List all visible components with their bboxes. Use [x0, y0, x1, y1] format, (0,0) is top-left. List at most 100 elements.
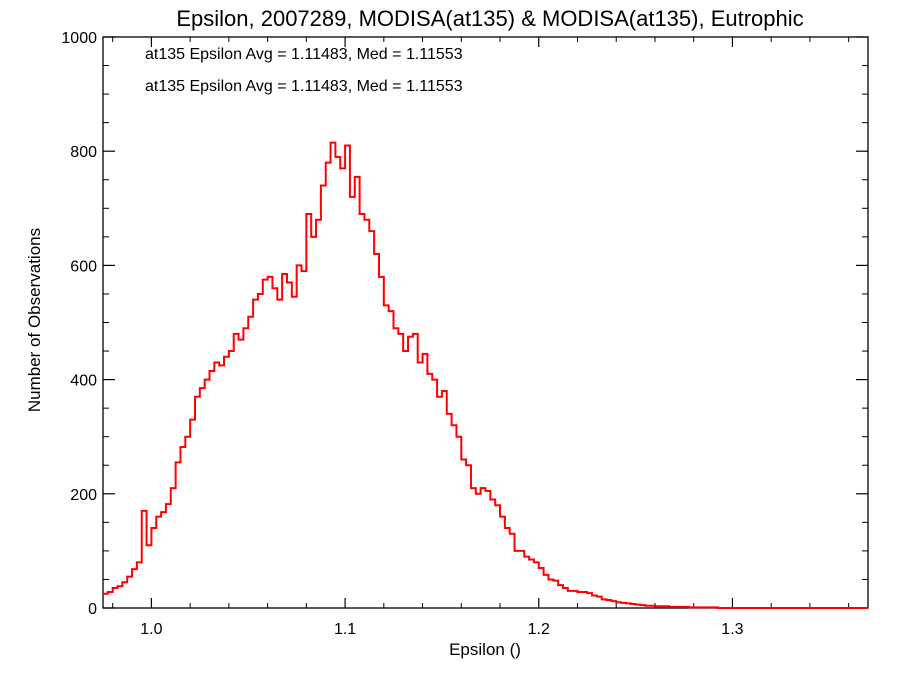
histogram-bin [597, 597, 602, 608]
histogram-bin [384, 305, 389, 608]
histogram-bin [369, 231, 374, 608]
histogram-bin [321, 185, 326, 608]
histogram-bin [379, 277, 384, 608]
histogram-bin [461, 460, 466, 608]
histogram-bin [442, 391, 447, 608]
histogram-bin [660, 606, 665, 608]
histogram-bin [408, 337, 413, 608]
histogram-bin [287, 283, 292, 608]
histogram-bin [418, 362, 423, 608]
chart-title: Epsilon, 2007289, MODISA(at135) & MODISA… [176, 6, 803, 31]
histogram-bin [311, 237, 316, 608]
histogram-bin [210, 371, 215, 608]
histogram-bin [587, 593, 592, 608]
histogram-bin [166, 504, 171, 608]
histogram-bin [161, 512, 166, 608]
histogram-bin [607, 600, 612, 608]
histogram-bin [253, 300, 258, 608]
histogram-bin [306, 214, 311, 608]
histogram-bin [282, 274, 287, 608]
histogram-bin [185, 437, 190, 608]
histogram-bin [190, 420, 195, 608]
histogram-bin [200, 388, 205, 608]
histogram-bin [515, 551, 520, 608]
histogram-bin [432, 380, 437, 608]
histogram-bin [645, 606, 650, 608]
histogram-bin [577, 592, 582, 608]
histogram-bin [360, 214, 365, 608]
histogram-bin [519, 551, 524, 608]
y-tick-label: 200 [70, 487, 97, 504]
histogram-bin [684, 607, 689, 608]
histogram-bin [292, 297, 297, 608]
x-tick-label: 1.3 [721, 621, 743, 638]
legend-entry-red: at135 Epsilon Avg = 1.11483, Med = 1.115… [145, 78, 463, 95]
histogram-bin [679, 607, 684, 608]
histogram-bin [137, 562, 142, 608]
histogram-bin [413, 334, 418, 608]
histogram-bin [389, 311, 394, 608]
histogram-bin [205, 380, 210, 608]
histogram-bin [113, 588, 118, 608]
histogram-bin [650, 606, 655, 608]
histogram-bin [466, 465, 471, 608]
histogram-bin [694, 607, 699, 608]
histogram-bin [611, 601, 616, 608]
histogram-bin [510, 534, 515, 608]
histogram-bin [500, 517, 505, 608]
histogram-bin [268, 277, 273, 608]
histogram-bin [340, 168, 345, 608]
histogram-bin [398, 334, 403, 608]
histogram-bin [534, 562, 539, 608]
histogram-bin [239, 340, 244, 608]
y-tick-label: 400 [70, 373, 97, 390]
histogram-bin [316, 220, 321, 608]
histogram-bin [122, 582, 127, 608]
histogram-bin [640, 605, 645, 608]
histogram-bin [602, 599, 607, 608]
histogram-bin [345, 145, 350, 608]
histogram-bin [229, 351, 234, 608]
histogram-bin [495, 505, 500, 608]
histogram-bin [331, 143, 336, 608]
histogram-bin [568, 591, 573, 608]
histogram-bin [563, 588, 568, 608]
histogram-bin [326, 163, 331, 608]
histogram-bin [456, 437, 461, 608]
histogram-bin [243, 328, 248, 608]
histogram-bin [277, 300, 282, 608]
histogram-bin [486, 491, 491, 608]
histogram-bin [539, 568, 544, 608]
histogram-bin [669, 607, 674, 608]
histogram-bin [127, 577, 132, 608]
histogram-bin [355, 177, 360, 608]
y-tick-label: 800 [70, 144, 97, 161]
histogram-bin [447, 414, 452, 608]
y-axis-label: Number of Observations [25, 228, 44, 412]
histogram-bin [180, 447, 185, 608]
histogram-bin [616, 602, 621, 608]
histogram-bin [558, 585, 563, 608]
series-step-line [103, 141, 868, 609]
histogram-bin [214, 362, 219, 608]
histogram-bin [156, 517, 161, 608]
histogram-bin [195, 397, 200, 608]
histogram-bin [132, 569, 137, 608]
x-axis-ticks: 1.0 1.1 1.2 1.3 [112, 37, 850, 638]
histogram-bin [103, 594, 108, 608]
series-path [103, 141, 868, 609]
histogram-bin [544, 575, 549, 608]
histogram-bin [505, 528, 510, 608]
histogram-bin [631, 604, 636, 608]
histogram-bin [403, 351, 408, 608]
histogram-bin [394, 328, 399, 608]
series-layer [103, 141, 868, 609]
histogram-bin [548, 579, 553, 608]
histogram-bin [636, 605, 641, 608]
histogram-bin [263, 280, 268, 608]
histogram-bin [118, 586, 123, 608]
histogram-bin [582, 592, 587, 608]
histogram-bin [476, 494, 481, 608]
histogram-bin [553, 581, 558, 608]
